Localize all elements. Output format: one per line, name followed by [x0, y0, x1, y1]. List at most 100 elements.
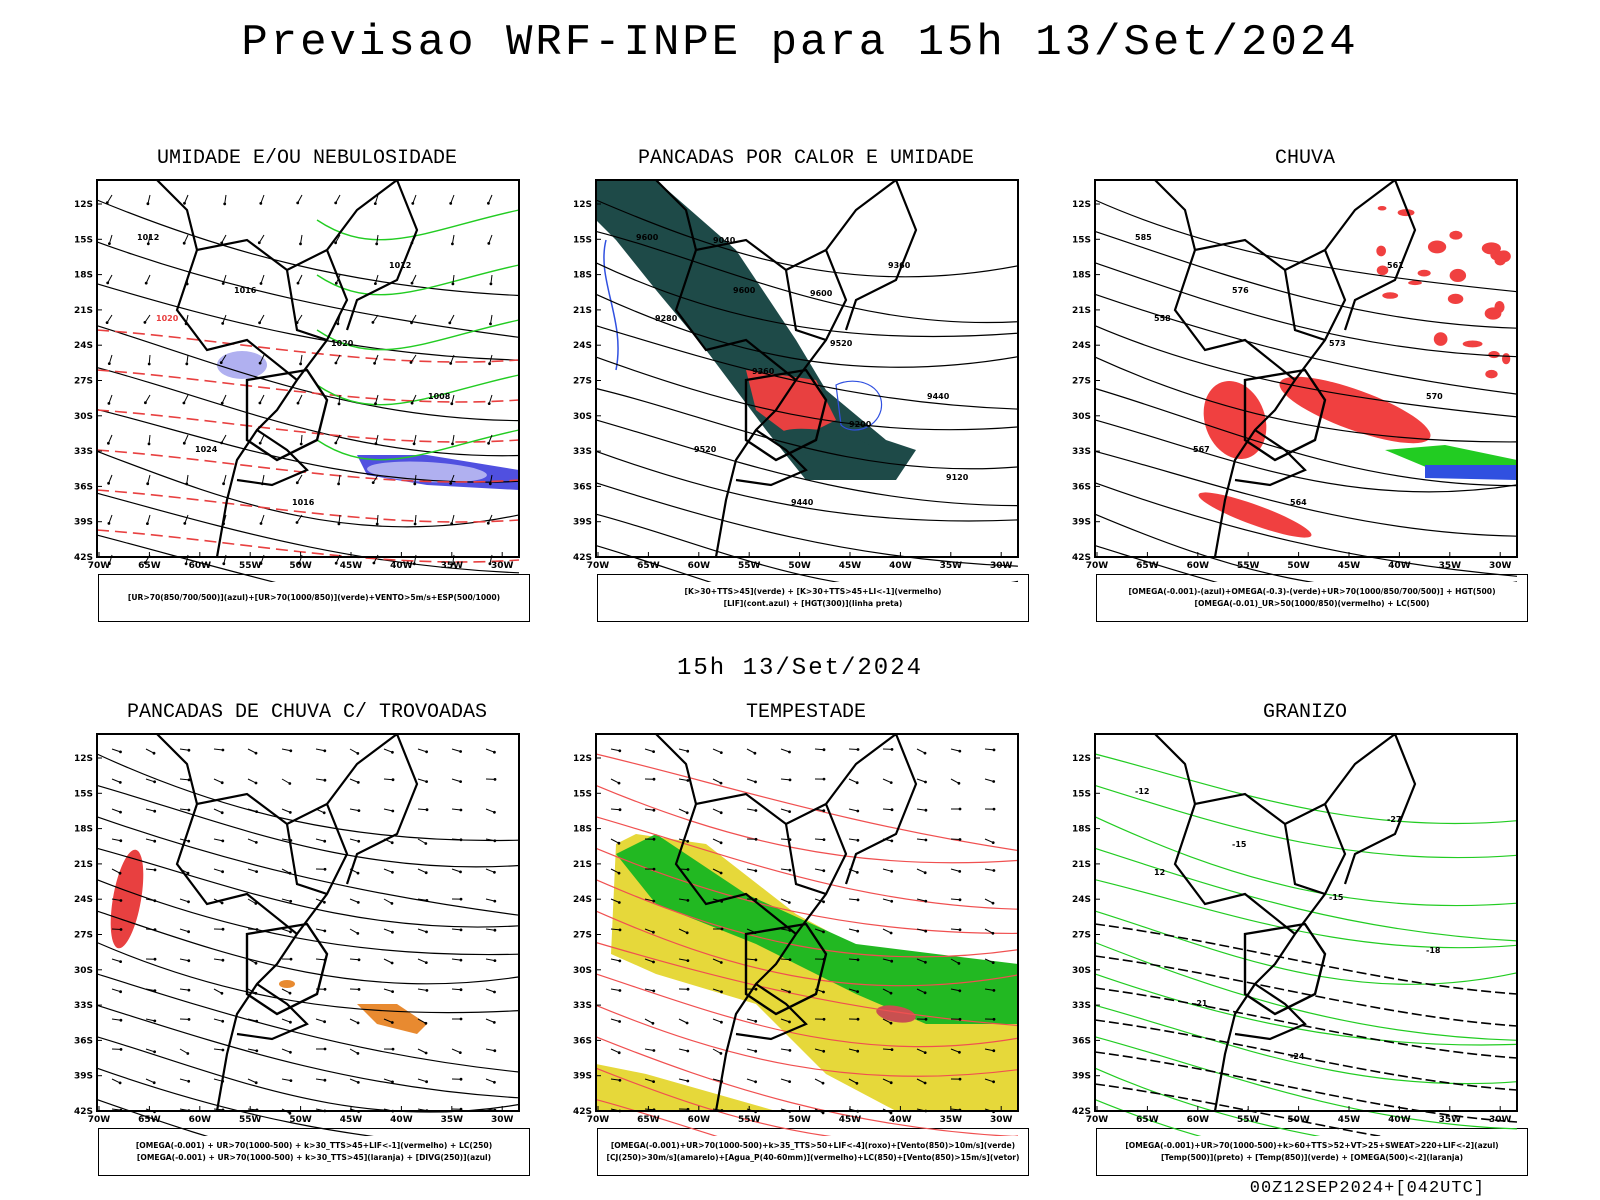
map-frame	[1094, 733, 1518, 1112]
wind-vector	[338, 474, 341, 484]
lat-tick-label: 30S	[573, 966, 592, 976]
wind-vector	[644, 1108, 655, 1111]
wind-vector	[247, 1078, 257, 1084]
lat-tick-label: 39S	[74, 518, 93, 528]
wind-vector	[259, 314, 265, 324]
wind-vector	[984, 898, 994, 904]
wind-vector-head	[146, 482, 150, 486]
wind-vector	[678, 1018, 688, 1024]
wind-vector	[916, 1078, 926, 1084]
wind-vector-head	[991, 961, 995, 964]
wind-vector-head	[923, 1081, 927, 1085]
wind-vector-head	[425, 750, 428, 754]
contour-line	[595, 910, 1019, 987]
wind-vector-head	[184, 562, 188, 566]
wind-vector-head	[719, 961, 723, 964]
contour-line	[595, 199, 1019, 278]
contour-label: 1008	[428, 392, 451, 401]
wind-vector-head	[409, 361, 413, 364]
wind-vector-head	[391, 990, 394, 993]
wind-vector	[144, 314, 151, 323]
wind-vector	[780, 928, 790, 931]
wind-vector	[281, 1018, 291, 1023]
shaded-area	[1433, 332, 1448, 346]
wind-vector	[450, 194, 455, 204]
wind-vector	[281, 928, 291, 933]
wind-vector	[712, 958, 722, 963]
lif-contour	[835, 380, 883, 431]
wind-vector-head	[391, 750, 394, 754]
wind-vector-head	[412, 442, 416, 446]
wind-vector-head	[334, 441, 338, 445]
wind-vector	[610, 898, 620, 903]
wind-vector	[746, 868, 756, 872]
temp500-contour	[1094, 1051, 1518, 1123]
contour-line	[1094, 1099, 1202, 1136]
legend-line: [LIF](cont.azul) + [HGT(300)](linha pret…	[723, 599, 903, 608]
wind-vector	[349, 1018, 359, 1024]
shaded-area	[876, 1005, 916, 1023]
temp500-contour	[1094, 1083, 1384, 1136]
panel-title-umidade: UMIDADE E/OU NEBULOSIDADE	[156, 147, 458, 170]
thickness-contour	[96, 369, 520, 403]
wind-vector-head	[187, 808, 191, 812]
wind-vector-head	[957, 781, 961, 785]
contour-line	[595, 1036, 1017, 1136]
shaded-area	[1447, 293, 1464, 305]
contour-line	[1094, 293, 1518, 395]
wind-vector-head	[856, 838, 860, 842]
contour-line	[96, 492, 520, 574]
wind-vector	[372, 314, 379, 323]
wind-vector	[487, 194, 493, 204]
contour-line	[1094, 262, 1518, 358]
lat-tick-label: 30S	[74, 412, 93, 422]
wind-vector	[814, 1048, 824, 1052]
wind-vector	[485, 958, 495, 962]
wind-vector	[247, 928, 258, 930]
lat-tick-label: 42S	[74, 553, 93, 563]
legend-line: [K>30+TTS>45](verde) + [K>30+TTS>45+LI<-…	[684, 587, 942, 596]
lon-tick-label: 60W	[189, 1115, 212, 1125]
wind-vector-head	[390, 902, 394, 905]
wind-vector	[848, 748, 859, 750]
lon-tick-label: 40W	[1388, 1115, 1411, 1125]
wind-vector-head	[153, 957, 157, 961]
wind-vector-head	[373, 361, 376, 365]
wind-vector	[678, 748, 688, 752]
wind-vector-head	[221, 322, 225, 325]
map-pancadas_calor: 9600 9600 9520 9440 9520 9440 9360 9280 9360 9200…	[573, 179, 1019, 582]
wind-vector-head	[958, 1017, 962, 1021]
wind-vector	[417, 868, 427, 874]
wind-vector-head	[259, 522, 263, 525]
wind-vector	[417, 1078, 427, 1083]
wind-vector	[610, 928, 621, 931]
wind-vector	[375, 394, 379, 404]
wind-vector-head	[187, 988, 191, 992]
wind-vector	[213, 838, 223, 842]
wind-vector-head	[356, 1021, 360, 1025]
wind-vector-head	[143, 561, 147, 564]
lat-tick-label: 33S	[74, 1001, 93, 1011]
wind-vector-head	[413, 482, 417, 486]
shaded-area	[1488, 351, 1500, 359]
wind-vector	[712, 778, 722, 784]
wind-vector-head	[493, 778, 497, 781]
wind-vector-head	[186, 871, 190, 875]
wind-vector	[950, 958, 960, 964]
lat-tick-label: 36S	[74, 482, 93, 492]
wind-vector	[108, 514, 113, 524]
thickness-contour	[96, 449, 520, 483]
wind-vector	[374, 194, 379, 204]
wind-vector	[108, 234, 113, 244]
wind-vector-head	[254, 1081, 258, 1085]
wind-vector	[814, 1078, 824, 1084]
wind-vector	[281, 1078, 291, 1082]
wind-vector-head	[357, 958, 361, 962]
wind-vector	[349, 1048, 359, 1054]
wind-vector-head	[788, 1020, 791, 1024]
shaded-area	[1417, 269, 1431, 277]
wind-vector-head	[719, 1052, 723, 1055]
wind-vector-head	[220, 401, 224, 405]
lat-tick-label: 21S	[573, 860, 592, 870]
wind-vector-head	[889, 991, 893, 995]
